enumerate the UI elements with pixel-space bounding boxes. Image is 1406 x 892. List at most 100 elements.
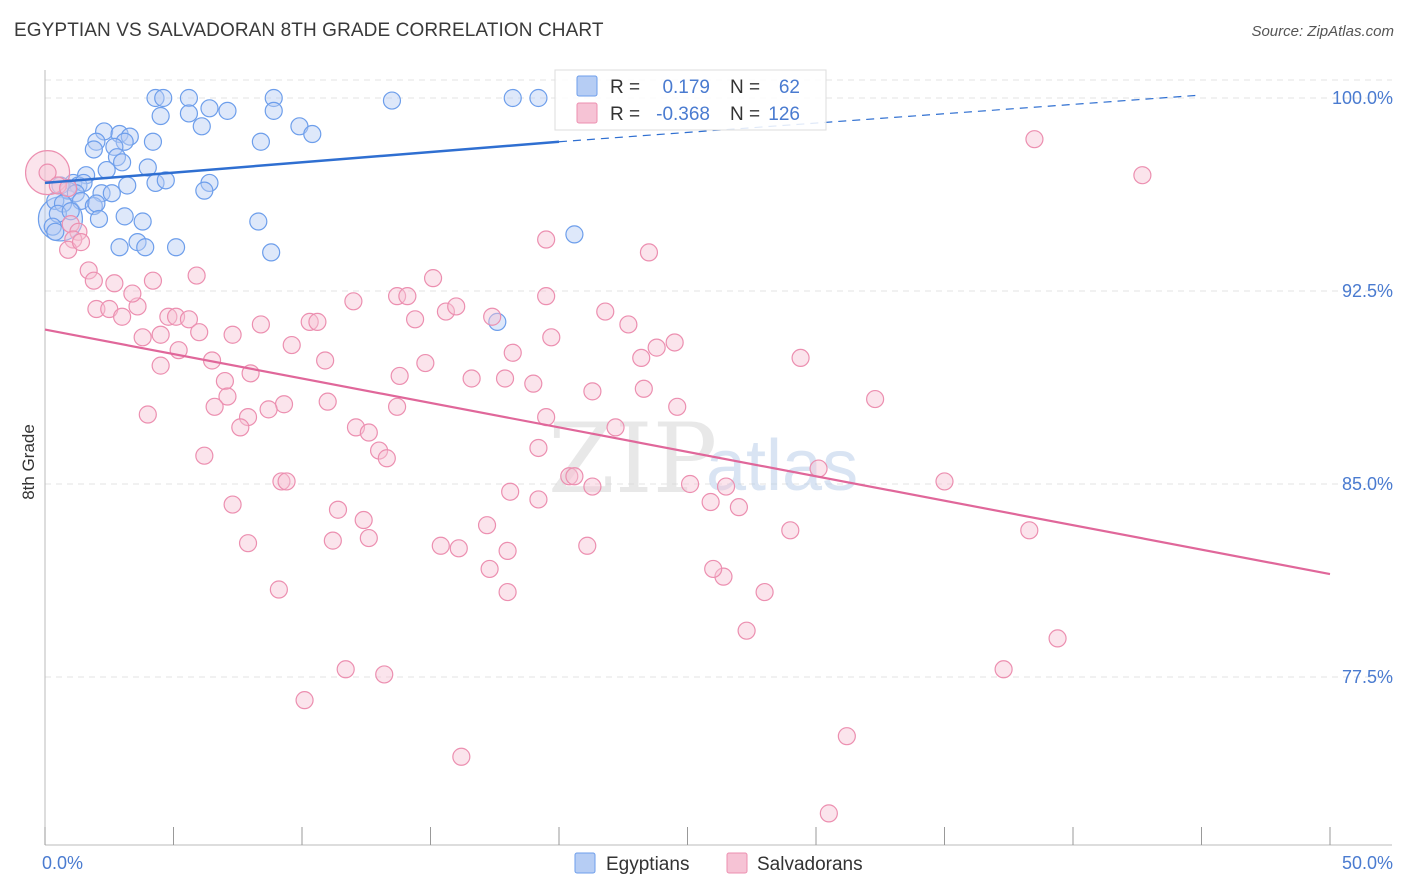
legend-n-value-2: 126 [768,104,800,125]
egyptians-point [118,176,137,195]
salvadorans-point [1020,521,1039,540]
egyptians-point [151,106,170,126]
salvadorans-point [680,474,700,494]
bottom-legend-swatch-egyptians [574,852,596,874]
salvadorans-point [524,374,543,393]
salvadorans-point [704,559,723,579]
legend: R = 0.179 N = 62 R = -0.368 N = 126 [554,69,827,131]
y-axis-label: 8th Grade [19,424,38,500]
salvadorans-point [560,467,579,486]
egyptians-point [264,101,283,120]
egyptians-point [179,104,199,123]
egyptians-point [303,124,322,144]
egyptians-point [195,181,214,200]
salvadorans-point [238,407,258,427]
salvadorans-point [238,534,258,553]
salvadorans-point [359,528,378,548]
salvadorans-point [218,387,237,406]
egyptians-point [110,238,129,257]
salvadorans-point [632,348,651,368]
salvadorans-point [151,356,170,375]
egyptians-point [146,88,165,108]
salvadorans-point [537,287,556,306]
salvadorans-trend-line [44,328,1331,576]
salvadorans-point [71,233,91,252]
bottom-legend-egyptians: Egyptians [606,854,689,875]
egyptians-point [218,101,237,120]
egyptians-point [107,148,127,167]
salvadorans-point [377,449,396,468]
legend-swatch-salvadorans [576,102,598,124]
salvadorans-point [405,310,425,329]
egyptians-point [529,88,548,108]
salvadorans-point [277,472,296,491]
salvadorans-point [123,284,142,303]
salvadorans-point [359,423,378,442]
salvadorans-point [251,315,270,334]
salvadorans-point-large [24,150,71,196]
salvadorans-point [729,498,749,517]
salvadorans-point [639,243,659,262]
salvadorans-point [701,492,720,512]
egyptians-points [37,88,584,331]
salvadorans-point [423,269,443,288]
legend-swatch-egyptians [576,75,598,97]
salvadorans-point [565,467,584,486]
salvadorans-point [138,405,157,424]
salvadorans-point [449,539,468,558]
salvadorans-point [436,302,456,321]
legend-n-label-1: N = [730,77,760,98]
salvadorans-point [619,315,638,334]
y-tick-label: 92.5% [1342,281,1393,301]
egyptians-point [179,88,199,108]
salvadorans-point [452,747,471,766]
egyptians-point [565,225,584,244]
salvadorans-point [668,397,687,416]
salvadorans-point [87,299,106,319]
salvadorans-point [259,400,278,419]
egyptians-point [382,91,402,110]
salvadorans-point [716,477,736,496]
salvadorans-point [495,369,515,388]
egyptians-point [249,212,268,231]
salvadorans-point [647,338,666,357]
salvadorans-point [596,302,615,321]
salvadorans-point [323,531,342,550]
egyptians-point [120,127,139,146]
salvadorans-point [416,353,435,373]
salvadorans-point [483,307,502,326]
salvadorans-point [84,271,103,290]
egyptians-point [46,222,65,241]
salvadorans-point [665,333,684,352]
chart-title: EGYPTIAN VS SALVADORAN 8TH GRADE CORRELA… [14,20,604,41]
egyptians-point [105,137,124,156]
egyptians-point [115,207,134,226]
salvadorans-point [462,369,481,388]
egyptians-point [154,88,173,108]
x-tick-label: 0.0% [42,853,83,873]
salvadorans-point [370,441,389,460]
salvadorans-point [529,438,548,458]
salvadorans-point [480,559,499,579]
salvadorans-point [498,541,517,561]
egyptians-point [136,238,155,257]
salvadorans-point [1133,166,1152,185]
legend-n-label-2: N = [730,104,760,125]
salvadorans-point [38,163,57,182]
salvadorans-point [151,325,170,344]
egyptians-point [84,140,103,159]
salvadorans-point [295,691,314,710]
egyptians-point [112,153,132,172]
legend-r-value-1: 0.179 [662,77,710,98]
salvadorans-point [501,482,520,501]
y-tick-label: 85.0% [1342,474,1393,494]
salvadorans-point [503,343,522,362]
salvadorans-point [195,446,214,465]
egyptians-point [166,238,186,257]
salvadorans-point [190,323,209,342]
bottom-legend-swatch-salvadorans [726,852,748,874]
tick-labels: 77.5% 85.0% 92.5% 100.0% 0.0% 50.0% [42,88,1393,873]
salvadorans-point [316,351,335,370]
egyptians-point [503,88,522,108]
